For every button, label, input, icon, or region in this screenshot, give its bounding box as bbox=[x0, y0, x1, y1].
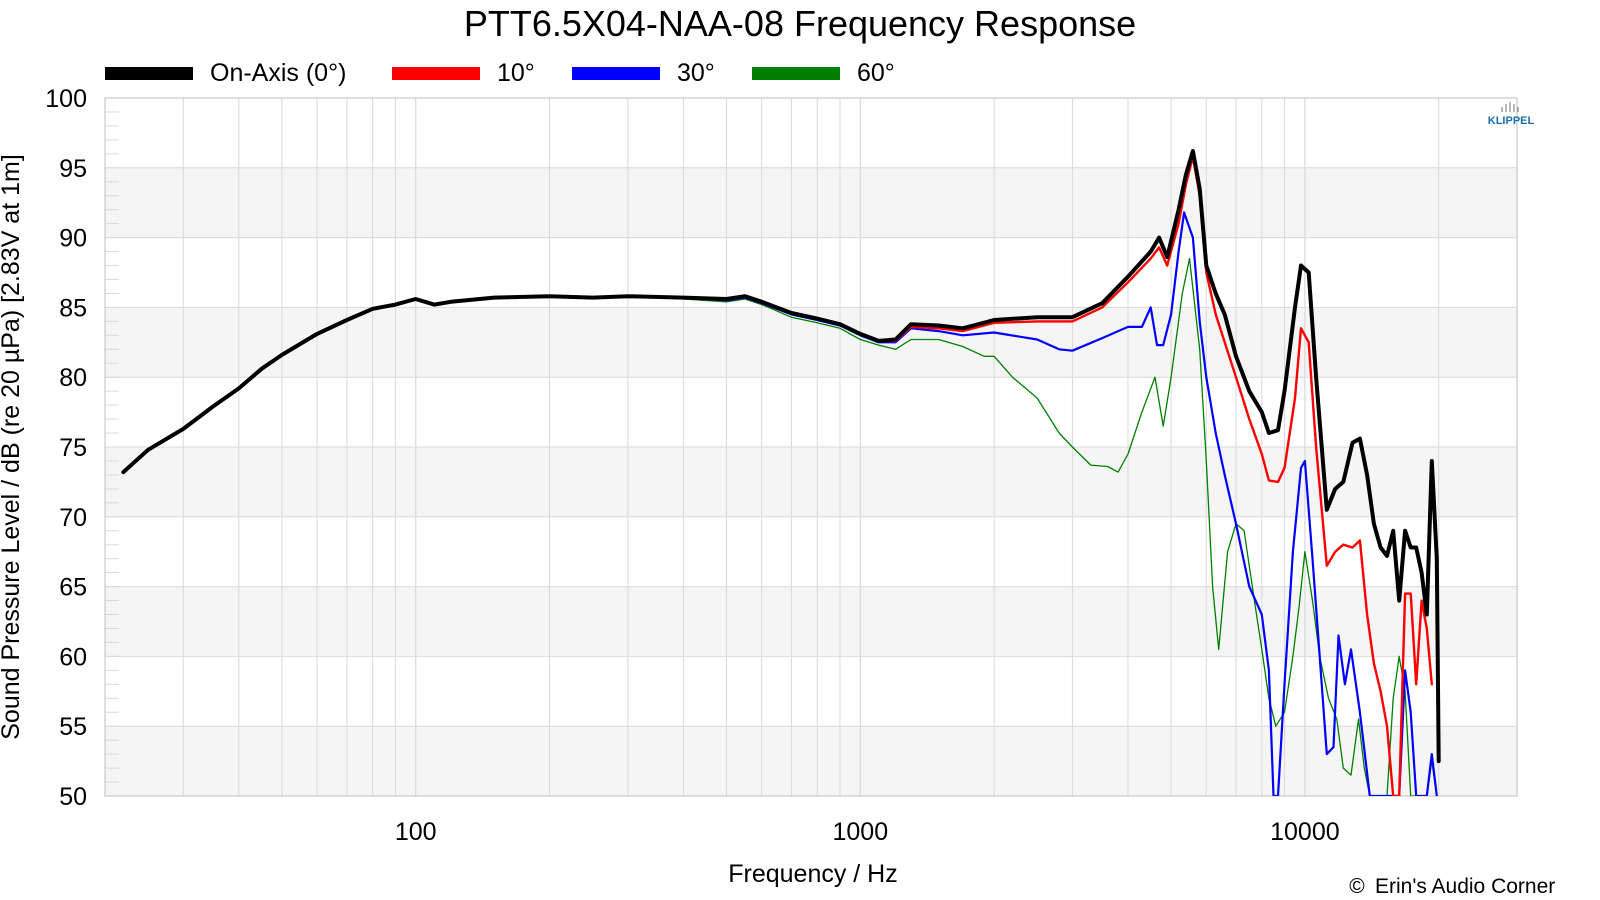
y-tick-label: 55 bbox=[59, 713, 87, 741]
background-band bbox=[105, 447, 1517, 517]
credit-text: Erin's Audio Corner bbox=[1375, 875, 1555, 898]
x-tick-label: 1000 bbox=[833, 818, 889, 846]
background-band bbox=[105, 98, 1517, 168]
y-tick-label: 80 bbox=[59, 364, 87, 392]
y-tick-label: 75 bbox=[59, 434, 87, 462]
y-tick-label: 60 bbox=[59, 643, 87, 671]
y-tick-label: 70 bbox=[59, 504, 87, 532]
legend-label: 60° bbox=[857, 59, 895, 87]
logo-text: KLIPPEL bbox=[1488, 115, 1535, 127]
y-tick-label: 50 bbox=[59, 783, 87, 811]
klippel-logo: KLIPPEL bbox=[1488, 102, 1535, 127]
x-tick-label: 100 bbox=[395, 818, 437, 846]
chart-title: PTT6.5X04-NAA-08 Frequency Response bbox=[464, 3, 1136, 44]
background-band bbox=[105, 237, 1517, 308]
y-tick-label: 65 bbox=[59, 574, 87, 602]
legend: On-Axis (0°) 10° 30° 60° bbox=[105, 59, 895, 87]
legend-swatch bbox=[752, 67, 840, 80]
x-tick-label: 10000 bbox=[1270, 818, 1340, 846]
background-band bbox=[105, 167, 1517, 238]
grid-lines bbox=[105, 97, 1517, 797]
x-axis-label: Frequency / Hz bbox=[728, 860, 898, 888]
y-axis-ticks: 100 95 90 85 80 75 70 65 60 55 50 bbox=[45, 85, 87, 811]
y-tick-label: 85 bbox=[59, 294, 87, 322]
series-lines bbox=[121, 149, 1441, 796]
y-tick-label: 100 bbox=[45, 85, 87, 113]
legend-label: 30° bbox=[677, 59, 715, 87]
copyright-symbol: © bbox=[1349, 875, 1365, 898]
plot-frame bbox=[104, 97, 1518, 797]
background-band bbox=[105, 516, 1517, 587]
legend-swatch bbox=[572, 67, 660, 80]
logo-mark-icon bbox=[1501, 102, 1519, 112]
background-band bbox=[105, 586, 1517, 657]
y-tick-label: 95 bbox=[59, 155, 87, 183]
y-axis-label: Sound Pressure Level / dB (re 20 µPa) [2… bbox=[0, 154, 25, 740]
legend-label: On-Axis (0°) bbox=[210, 59, 346, 87]
legend-swatch bbox=[392, 67, 480, 80]
legend-swatch bbox=[105, 67, 193, 80]
series-line-0 bbox=[121, 149, 1441, 764]
x-axis-ticks: 100 1000 10000 bbox=[395, 818, 1340, 846]
y-tick-label: 90 bbox=[59, 225, 87, 253]
legend-label: 10° bbox=[497, 59, 535, 87]
